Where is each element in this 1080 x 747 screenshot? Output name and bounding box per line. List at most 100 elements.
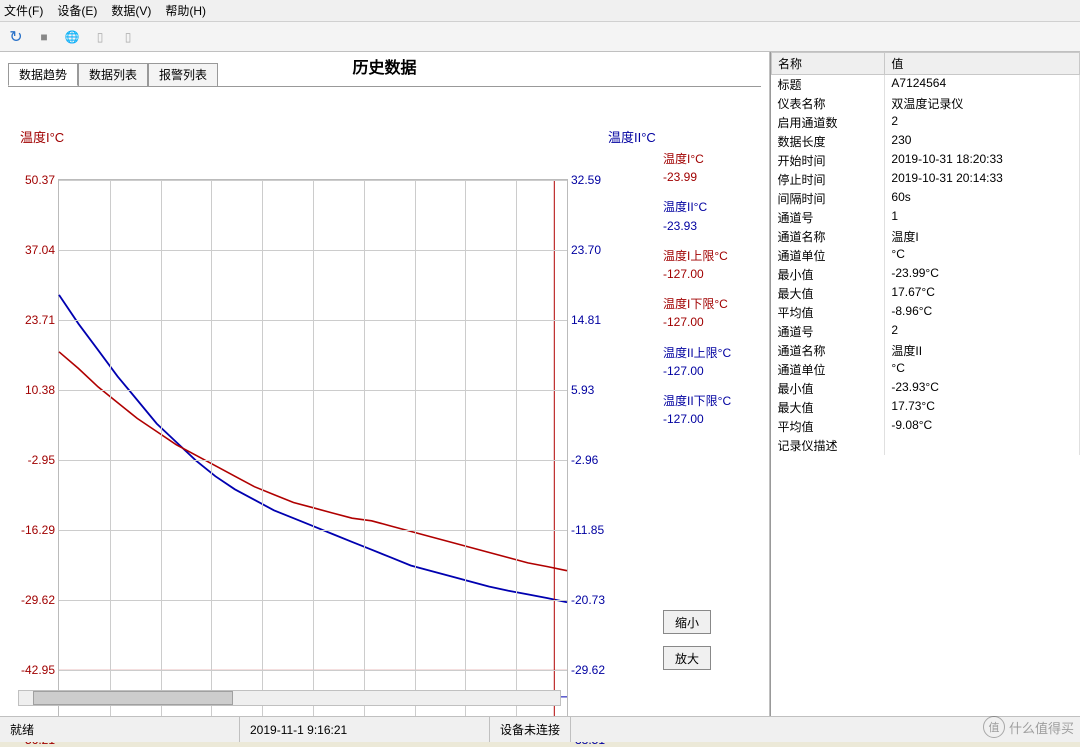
tabs: 数据趋势 数据列表 报警列表 bbox=[8, 62, 218, 85]
file-icon-2[interactable]: ▯ bbox=[116, 25, 140, 49]
prop-name: 通道名称 bbox=[772, 341, 885, 360]
series-readout-panel: 温度I°C-23.99温度II°C-23.93温度I上限°C-127.00温度I… bbox=[663, 151, 753, 441]
chart-pane: 历史数据 数据趋势 数据列表 报警列表 温度I°C 温度II°C 2019-10… bbox=[0, 52, 770, 716]
plot-area[interactable]: 2019-10-31 20:14:33 50.3732.5937.0423.70… bbox=[58, 179, 568, 741]
series-readout: -23.93 bbox=[663, 218, 753, 234]
prop-value: 1 bbox=[885, 208, 1080, 227]
prop-value bbox=[885, 436, 1080, 455]
table-row[interactable]: 通道单位°C bbox=[772, 360, 1080, 379]
right-axis-tick: 5.93 bbox=[567, 383, 594, 397]
series-readout: 温度II下限°C bbox=[663, 393, 753, 409]
zoom-out-button[interactable]: 缩小 bbox=[663, 610, 711, 634]
table-row[interactable]: 启用通道数2 bbox=[772, 113, 1080, 132]
prop-name: 最大值 bbox=[772, 284, 885, 303]
page-title: 历史数据 bbox=[352, 54, 416, 78]
table-row[interactable]: 开始时间2019-10-31 18:20:33 bbox=[772, 151, 1080, 170]
prop-name: 标题 bbox=[772, 75, 885, 95]
prop-name: 最小值 bbox=[772, 265, 885, 284]
prop-name: 数据长度 bbox=[772, 132, 885, 151]
table-row[interactable]: 最大值17.73°C bbox=[772, 398, 1080, 417]
prop-value: °C bbox=[885, 246, 1080, 265]
left-axis-tick: -29.62 bbox=[21, 593, 59, 607]
table-row[interactable]: 数据长度230 bbox=[772, 132, 1080, 151]
prop-value: 17.67°C bbox=[885, 284, 1080, 303]
right-axis-tick: -2.96 bbox=[567, 453, 598, 467]
tab-trend[interactable]: 数据趋势 bbox=[8, 63, 78, 86]
series-readout: 温度II°C bbox=[663, 199, 753, 215]
prop-name: 通道号 bbox=[772, 208, 885, 227]
series-readout: 温度II上限°C bbox=[663, 345, 753, 361]
tab-list[interactable]: 数据列表 bbox=[78, 63, 148, 86]
left-axis-tick: 37.04 bbox=[25, 243, 59, 257]
scrollbar-thumb[interactable] bbox=[33, 691, 233, 705]
prop-value: 双温度记录仪 bbox=[885, 94, 1080, 113]
menu-data[interactable]: 数据(V) bbox=[111, 2, 151, 19]
right-axis-title: 温度II°C bbox=[608, 127, 656, 146]
prop-name: 最小值 bbox=[772, 379, 885, 398]
chart-container: 温度I°C 温度II°C 2019-10-31 20:14:33 50.3732… bbox=[8, 86, 761, 708]
menu-file[interactable]: 文件(F) bbox=[4, 2, 43, 19]
statusbar: 就绪 2019-11-1 9:16:21 设备未连接 bbox=[0, 716, 1080, 742]
left-axis-tick: -42.95 bbox=[21, 663, 59, 677]
table-row[interactable]: 通道名称温度II bbox=[772, 341, 1080, 360]
zoom-buttons: 缩小 放大 bbox=[663, 610, 711, 670]
left-axis-tick: 10.38 bbox=[25, 383, 59, 397]
left-axis-tick: 23.71 bbox=[25, 313, 59, 327]
prop-name: 通道单位 bbox=[772, 246, 885, 265]
right-axis-tick: -20.73 bbox=[567, 593, 605, 607]
zoom-in-button[interactable]: 放大 bbox=[663, 646, 711, 670]
right-axis-tick: 32.59 bbox=[567, 173, 601, 187]
prop-name: 通道号 bbox=[772, 322, 885, 341]
table-row[interactable]: 通道名称温度I bbox=[772, 227, 1080, 246]
prop-name: 最大值 bbox=[772, 398, 885, 417]
prop-value: °C bbox=[885, 360, 1080, 379]
table-row[interactable]: 通道单位°C bbox=[772, 246, 1080, 265]
table-row[interactable]: 间隔时间60s bbox=[772, 189, 1080, 208]
prop-name: 启用通道数 bbox=[772, 113, 885, 132]
status-ready: 就绪 bbox=[0, 717, 240, 742]
prop-value: 温度II bbox=[885, 341, 1080, 360]
prop-value: 2019-10-31 20:14:33 bbox=[885, 170, 1080, 189]
horizontal-scrollbar[interactable] bbox=[18, 690, 561, 706]
series-readout: -23.99 bbox=[663, 169, 753, 185]
table-row[interactable]: 最小值-23.99°C bbox=[772, 265, 1080, 284]
file-icon-1[interactable]: ▯ bbox=[88, 25, 112, 49]
table-row[interactable]: 平均值-8.96°C bbox=[772, 303, 1080, 322]
watermark-icon: 值 bbox=[983, 716, 1005, 738]
table-row[interactable]: 记录仪描述 bbox=[772, 436, 1080, 455]
table-row[interactable]: 平均值-9.08°C bbox=[772, 417, 1080, 436]
left-axis-tick: 50.37 bbox=[25, 173, 59, 187]
prop-value: -8.96°C bbox=[885, 303, 1080, 322]
table-row[interactable]: 最大值17.67°C bbox=[772, 284, 1080, 303]
table-row[interactable]: 仪表名称双温度记录仪 bbox=[772, 94, 1080, 113]
series-readout: -127.00 bbox=[663, 314, 753, 330]
table-row[interactable]: 最小值-23.93°C bbox=[772, 379, 1080, 398]
prop-name: 记录仪描述 bbox=[772, 436, 885, 455]
net-icon[interactable]: 🌐 bbox=[60, 25, 84, 49]
refresh-icon[interactable]: ↻ bbox=[4, 25, 28, 49]
menubar: 文件(F) 设备(E) 数据(V) 帮助(H) bbox=[0, 0, 1080, 22]
toolbar: ↻ ■ 🌐 ▯ ▯ bbox=[0, 22, 1080, 52]
props-header-value: 值 bbox=[885, 53, 1080, 75]
right-axis-tick: 14.81 bbox=[567, 313, 601, 327]
menu-device[interactable]: 设备(E) bbox=[57, 2, 97, 19]
prop-name: 停止时间 bbox=[772, 170, 885, 189]
menu-help[interactable]: 帮助(H) bbox=[165, 2, 206, 19]
series-readout: 温度I下限°C bbox=[663, 296, 753, 312]
main-area: 历史数据 数据趋势 数据列表 报警列表 温度I°C 温度II°C 2019-10… bbox=[0, 52, 1080, 716]
right-axis-tick: -29.62 bbox=[567, 663, 605, 677]
prop-value: 2 bbox=[885, 113, 1080, 132]
table-row[interactable]: 标题A7124564 bbox=[772, 75, 1080, 95]
right-axis-tick: -11.85 bbox=[567, 523, 604, 537]
series-readout: -127.00 bbox=[663, 411, 753, 427]
table-row[interactable]: 通道号1 bbox=[772, 208, 1080, 227]
status-conn: 设备未连接 bbox=[490, 717, 571, 742]
properties-table: 名称 值 标题A7124564仪表名称双温度记录仪启用通道数2数据长度230开始… bbox=[771, 52, 1080, 455]
prop-name: 开始时间 bbox=[772, 151, 885, 170]
stop-icon[interactable]: ■ bbox=[32, 25, 56, 49]
prop-value: A7124564 bbox=[885, 75, 1080, 95]
tab-alarm[interactable]: 报警列表 bbox=[148, 63, 218, 86]
table-row[interactable]: 通道号2 bbox=[772, 322, 1080, 341]
table-row[interactable]: 停止时间2019-10-31 20:14:33 bbox=[772, 170, 1080, 189]
prop-value: 温度I bbox=[885, 227, 1080, 246]
